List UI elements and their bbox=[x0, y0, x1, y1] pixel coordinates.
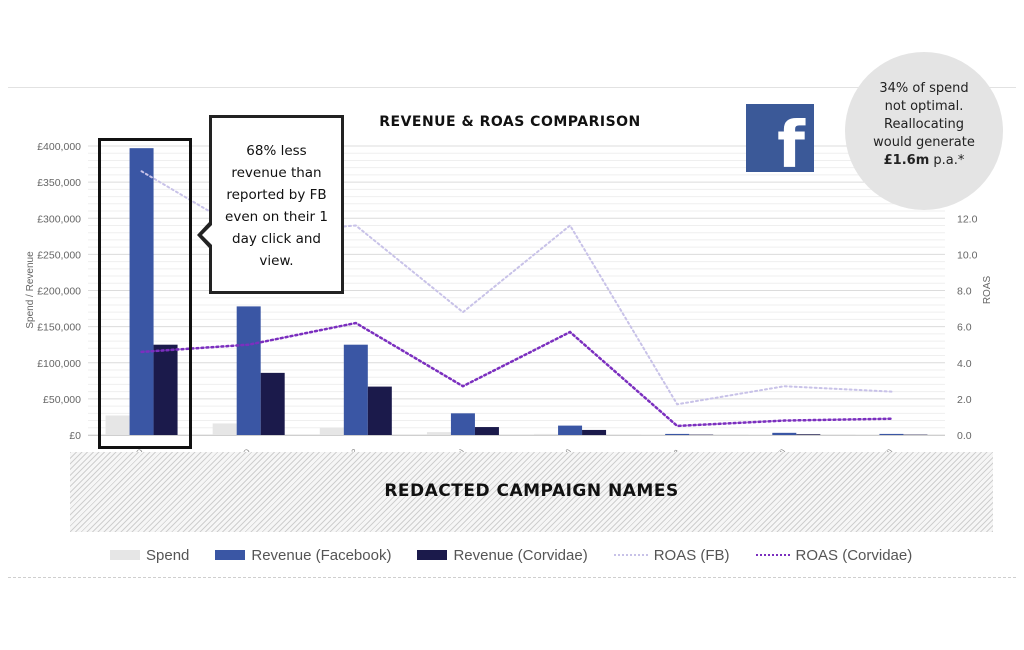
roas-corvidae-line bbox=[140, 321, 893, 428]
redaction-overlay bbox=[70, 452, 993, 532]
bar-revenue-facebook bbox=[236, 306, 261, 435]
y-tick-label: £200,000 bbox=[37, 286, 81, 298]
bubble-line: not optimal. bbox=[884, 99, 964, 114]
legend-item-roas-corvidae: ROAS (Corvidae) bbox=[755, 546, 913, 564]
legend-swatch-revenue-facebook bbox=[215, 550, 246, 560]
bar-spend bbox=[426, 432, 451, 435]
chart-legend: Spend Revenue (Facebook) Revenue (Corvid… bbox=[110, 545, 930, 565]
y-tick-label: £400,000 bbox=[37, 141, 81, 153]
bubble-amount: £1.6m bbox=[883, 153, 930, 168]
legend-item-revenue-facebook: Revenue (Facebook) bbox=[215, 547, 391, 564]
y2-tick-label: 10.0 bbox=[957, 249, 978, 261]
legend-swatch-spend bbox=[110, 550, 140, 560]
legend-label: Revenue (Facebook) bbox=[251, 546, 392, 564]
bubble-suffix: p.a.* bbox=[929, 153, 965, 168]
y2-tick-label: 8.0 bbox=[957, 286, 972, 298]
legend-swatch-revenue-corvidae bbox=[417, 550, 448, 560]
callout-line: even on their 1 bbox=[225, 209, 328, 225]
y2-axis-title: ROAS bbox=[982, 276, 993, 305]
bubble-line: would generate bbox=[873, 135, 975, 150]
callout-line: 68% less bbox=[246, 143, 307, 159]
legend-label: Spend bbox=[146, 546, 190, 564]
y-tick-label: £100,000 bbox=[37, 358, 81, 370]
bubble-line: £1.6m p.a.* bbox=[845, 152, 1003, 170]
bubble-line: 34% of spend bbox=[879, 81, 969, 96]
bar-revenue-facebook bbox=[879, 433, 904, 435]
bar-revenue-corvidae bbox=[153, 344, 178, 435]
y-tick-label: £300,000 bbox=[37, 213, 81, 225]
bar-revenue-facebook bbox=[343, 344, 368, 435]
callout-line: day click and bbox=[232, 231, 321, 247]
legend-swatch-roas-corvidae bbox=[755, 554, 790, 556]
bar-revenue-corvidae bbox=[367, 386, 392, 435]
y-tick-label: £0 bbox=[69, 430, 81, 442]
y-axis-title: Spend / Revenue bbox=[25, 251, 36, 329]
y-tick-label: £150,000 bbox=[37, 322, 81, 334]
bar-revenue-corvidae bbox=[582, 429, 607, 435]
callout-line: reported by FB bbox=[226, 187, 327, 203]
bar-revenue-facebook bbox=[665, 433, 690, 435]
y-tick-label: £350,000 bbox=[37, 177, 81, 189]
callout-box: 68% less revenue than reported by FB eve… bbox=[209, 115, 344, 294]
bar-spend bbox=[105, 415, 130, 435]
y-tick-label: £50,000 bbox=[43, 394, 81, 406]
bar-spend bbox=[212, 423, 237, 435]
highlight-box bbox=[98, 138, 192, 449]
legend-label: ROAS (FB) bbox=[653, 546, 730, 564]
legend-label: Revenue (Corvidae) bbox=[453, 546, 588, 564]
bottom-divider bbox=[8, 577, 1016, 578]
y2-tick-label: 6.0 bbox=[957, 322, 972, 334]
y2-tick-label: 2.0 bbox=[957, 394, 972, 406]
y2-tick-label: 4.0 bbox=[957, 358, 972, 370]
redaction-label: REDACTED CAMPAIGN NAMES bbox=[384, 481, 679, 501]
bar-spend bbox=[534, 433, 559, 435]
y2-tick-label: 12.0 bbox=[957, 213, 978, 225]
bar-revenue-facebook bbox=[558, 425, 583, 435]
chart-title: REVENUE & ROAS COMPARISON bbox=[379, 114, 641, 130]
bar-revenue-facebook bbox=[772, 432, 797, 435]
y2-tick-label: 0.0 bbox=[957, 430, 972, 442]
y-tick-label: £250,000 bbox=[37, 249, 81, 261]
facebook-icon: f bbox=[746, 104, 814, 172]
bubble-line: Reallocating bbox=[884, 117, 964, 132]
top-divider bbox=[8, 87, 1016, 88]
bars bbox=[105, 148, 928, 436]
legend-label: ROAS (Corvidae) bbox=[795, 546, 913, 564]
bar-spend bbox=[319, 427, 344, 435]
legend-item-revenue-corvidae: Revenue (Corvidae) bbox=[417, 546, 588, 564]
bar-revenue-facebook bbox=[450, 413, 475, 435]
callout-line: revenue than bbox=[231, 165, 322, 181]
legend-swatch-roas-fb bbox=[613, 554, 648, 556]
callout-line: view. bbox=[259, 253, 294, 269]
bar-revenue-facebook bbox=[129, 148, 154, 436]
bar-revenue-corvidae bbox=[796, 434, 821, 436]
bar-revenue-corvidae bbox=[260, 372, 285, 435]
callout-pointer-fill bbox=[202, 225, 212, 245]
legend-item-spend: Spend bbox=[110, 547, 189, 564]
legend-item-roas-fb: ROAS (FB) bbox=[613, 546, 730, 564]
insight-bubble: 34% of spend not optimal. Reallocating w… bbox=[845, 52, 1003, 210]
bar-revenue-corvidae bbox=[474, 427, 499, 435]
